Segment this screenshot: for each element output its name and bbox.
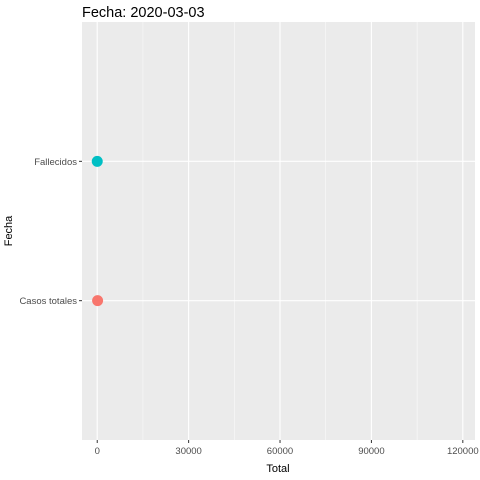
y-axis-ticks: Casos totales Fallecidos (19, 157, 82, 307)
major-gridlines (82, 22, 475, 440)
x-tick-label: 0 (95, 446, 100, 457)
x-tick-label: 60000 (267, 446, 293, 457)
y-axis-title: Fecha (3, 215, 15, 246)
x-tick-label: 90000 (358, 446, 384, 457)
data-point (92, 295, 104, 307)
x-axis-title: Total (266, 463, 289, 475)
plot-panel (82, 22, 475, 440)
y-tick-label: Casos totales (19, 296, 77, 307)
x-tick-label: 120000 (447, 446, 479, 457)
minor-gridlines (142, 22, 418, 440)
y-tick-label: Fallecidos (34, 157, 77, 168)
chart-title: Fecha: 2020-03-03 (82, 5, 205, 21)
data-point (91, 155, 103, 167)
x-tick-label: 30000 (175, 446, 201, 457)
data-points (91, 155, 104, 307)
x-axis-ticks: 0 30000 60000 90000 120000 (95, 440, 479, 457)
